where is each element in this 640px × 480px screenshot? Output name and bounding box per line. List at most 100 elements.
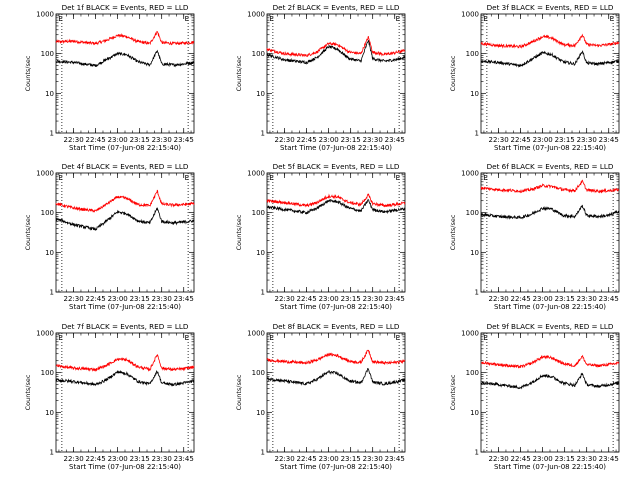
series-line-lld (266, 193, 406, 208)
y-tick-label: 100 (252, 50, 265, 58)
y-axis-label: Counts/sec (235, 374, 243, 410)
y-tick-label: 1 (475, 449, 479, 457)
x-tick-label: 23:45 (599, 295, 619, 303)
panel-det-4: Det 4f BLACK = Events, RED = LLD 1 10 100 10… (24, 162, 195, 311)
x-tick-label: 23:00 (108, 136, 128, 144)
panel-det-1: Det 1f BLACK = Events, RED = LLD 1 10 100 10… (24, 3, 195, 152)
x-tick-label: 22:30 (275, 455, 295, 463)
panel-title: Det 2f BLACK = Events, RED = LLD (273, 3, 400, 12)
series-line-lld (480, 354, 620, 369)
x-tick-label: 23:15 (341, 295, 361, 303)
x-tick-label: 23:15 (555, 136, 575, 144)
series-line-lld (55, 30, 195, 46)
y-tick-label: 1000 (247, 170, 265, 178)
x-tick-label: 23:45 (174, 455, 194, 463)
y-tick-label: 1 (261, 449, 265, 457)
x-axis-label: Start Time (07-Jun-08 22:15:40) (280, 144, 392, 152)
panel-det-8: Det 8f BLACK = Events, RED = LLD 1 10 100 10… (235, 322, 406, 471)
event-marker-label: E (396, 174, 400, 182)
x-tick-label: 23:45 (385, 455, 405, 463)
plot-frame (266, 332, 406, 453)
y-tick-label: 1 (261, 130, 265, 138)
series-line-events (55, 369, 195, 387)
y-axis-label: Counts/sec (24, 374, 32, 410)
x-tick-label: 23:15 (130, 295, 150, 303)
y-axis-label: Counts/sec (449, 55, 457, 91)
x-tick-label: 23:30 (577, 455, 597, 463)
x-axis-label: Start Time (07-Jun-08 22:15:40) (280, 463, 392, 471)
x-tick-label: 22:45 (297, 295, 317, 303)
x-tick-label: 22:30 (275, 295, 295, 303)
event-marker-label: E (610, 174, 614, 182)
y-tick-label: 1 (50, 449, 54, 457)
series-line-lld (55, 353, 195, 372)
series-line-lld (55, 189, 195, 213)
x-tick-label: 22:30 (489, 136, 509, 144)
panel-title: Det 4f BLACK = Events, RED = LLD (62, 162, 189, 171)
y-tick-label: 1000 (36, 330, 54, 338)
y-tick-label: 10 (256, 90, 265, 98)
x-tick-label: 23:15 (341, 136, 361, 144)
x-tick-label: 23:30 (152, 295, 172, 303)
y-axis-label: Counts/sec (449, 374, 457, 410)
y-tick-label: 1 (50, 130, 54, 138)
x-tick-label: 23:45 (385, 136, 405, 144)
x-tick-label: 22:45 (511, 295, 531, 303)
plot-frame (55, 172, 195, 293)
y-axis-label: Counts/sec (24, 55, 32, 91)
x-tick-label: 22:45 (86, 295, 106, 303)
y-tick-label: 1 (50, 289, 54, 297)
x-tick-label: 23:30 (363, 295, 383, 303)
event-marker-label: E (610, 334, 614, 342)
y-tick-label: 1000 (461, 170, 479, 178)
x-tick-label: 23:15 (130, 136, 150, 144)
x-tick-label: 22:45 (511, 455, 531, 463)
x-tick-label: 23:30 (152, 455, 172, 463)
series-line-events (55, 49, 195, 68)
x-tick-label: 23:00 (319, 136, 339, 144)
event-marker-label: E (483, 174, 487, 182)
y-tick-label: 1000 (247, 330, 265, 338)
series-line-events (266, 199, 406, 215)
y-tick-label: 100 (41, 50, 54, 58)
y-tick-label: 100 (41, 209, 54, 217)
plot-frame (55, 13, 195, 134)
x-tick-label: 23:30 (577, 295, 597, 303)
x-tick-label: 23:00 (108, 455, 128, 463)
panel-title: Det 9f BLACK = Events, RED = LLD (487, 322, 614, 331)
x-tick-label: 23:00 (533, 295, 553, 303)
y-tick-label: 100 (252, 209, 265, 217)
y-tick-label: 10 (470, 409, 479, 417)
panel-det-9: Det 9f BLACK = Events, RED = LLD 1 10 100 10… (449, 322, 620, 471)
x-tick-label: 23:30 (363, 136, 383, 144)
event-marker-label: E (396, 334, 400, 342)
x-tick-label: 23:30 (152, 136, 172, 144)
y-tick-label: 100 (252, 369, 265, 377)
x-tick-label: 22:30 (489, 295, 509, 303)
x-tick-label: 22:45 (297, 455, 317, 463)
y-tick-label: 1 (261, 289, 265, 297)
x-tick-label: 22:30 (64, 295, 84, 303)
y-tick-label: 1 (475, 130, 479, 138)
x-axis-label: Start Time (07-Jun-08 22:15:40) (280, 303, 392, 311)
y-tick-label: 10 (470, 249, 479, 257)
panel-title: Det 5f BLACK = Events, RED = LLD (273, 162, 400, 171)
panel-det-6: Det 6f BLACK = Events, RED = LLD 1 10 100 10… (449, 162, 620, 311)
event-marker-label: E (185, 174, 189, 182)
x-tick-label: 23:45 (385, 295, 405, 303)
x-axis-label: Start Time (07-Jun-08 22:15:40) (69, 303, 181, 311)
x-tick-label: 23:00 (319, 295, 339, 303)
plot-frame (480, 332, 620, 453)
y-axis-label: Counts/sec (449, 214, 457, 250)
y-tick-label: 1000 (247, 11, 265, 19)
series-line-lld (266, 349, 406, 365)
y-tick-label: 10 (45, 249, 54, 257)
x-tick-label: 22:45 (86, 136, 106, 144)
event-marker-label: E (269, 334, 273, 342)
x-tick-label: 23:45 (599, 455, 619, 463)
x-tick-label: 23:45 (174, 136, 194, 144)
x-tick-label: 23:15 (555, 295, 575, 303)
plot-frame (480, 13, 620, 134)
y-tick-label: 100 (41, 369, 54, 377)
